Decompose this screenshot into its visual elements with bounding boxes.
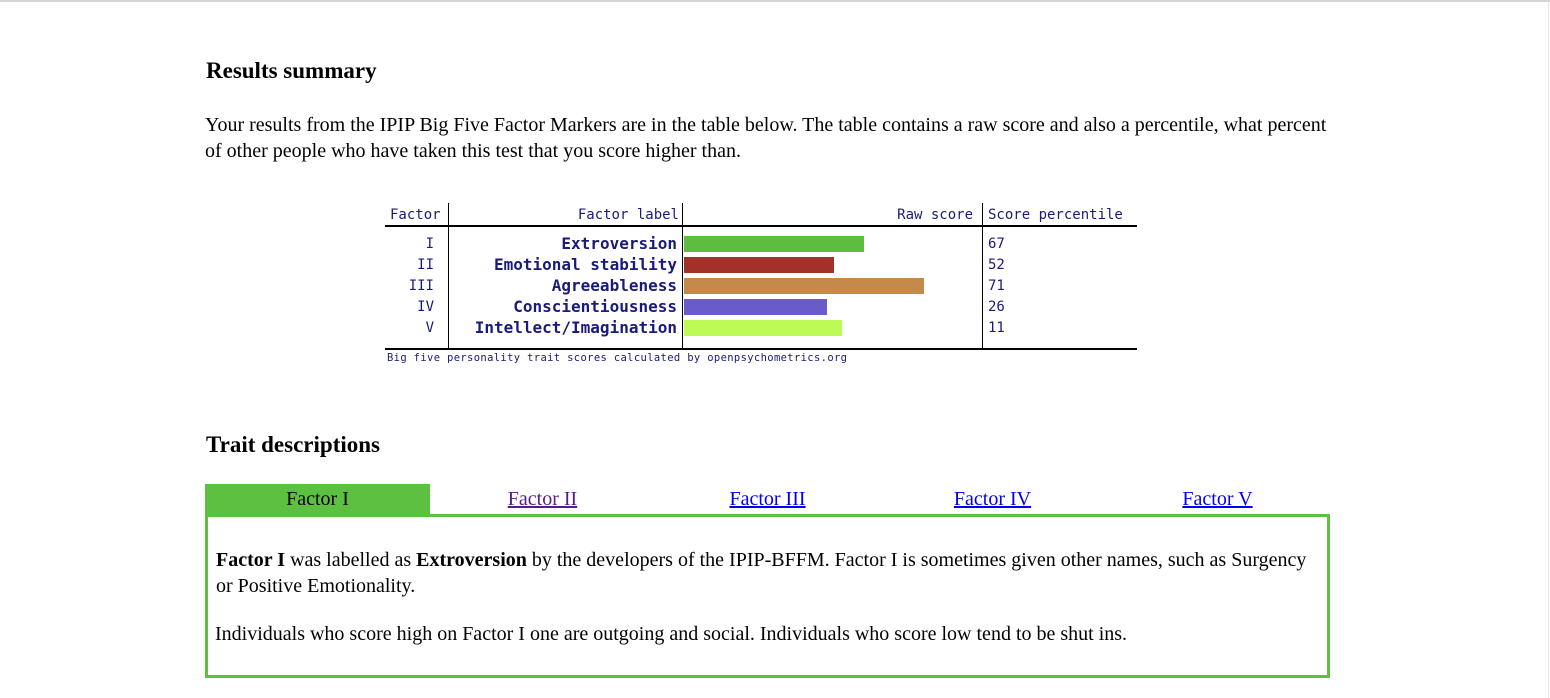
trait-descriptions-heading: Trait descriptions [206,432,380,457]
tab-link[interactable]: Factor II [507,488,578,510]
column-divider [982,203,983,349]
raw-score-bar [684,236,864,252]
tab-factor-v[interactable]: Factor V [1105,484,1330,514]
row-percentile: 67 [988,236,1005,252]
tab-factor-iii[interactable]: Factor III [655,484,880,514]
raw-score-bar [684,257,834,273]
header-score-percentile: Score percentile [988,207,1123,223]
text-fragment: was labelled as [285,549,417,571]
raw-score-bar [684,299,827,315]
score-table: Factor Factor label Raw score Score perc… [385,203,1137,373]
row-factor-numeral: V [425,320,434,336]
tab-link[interactable]: Factor III [729,488,806,510]
row-factor-label: Conscientiousness [513,297,677,316]
row-percentile: 26 [988,299,1005,315]
row-factor-numeral: I [425,236,434,252]
tab-factor-i[interactable]: Factor I [205,484,430,514]
text-fragment: by the developers of the IPIP-BFFM. Fact… [216,549,1307,597]
results-summary-heading: Results summary [206,58,377,83]
row-factor-label: Extroversion [561,234,677,253]
header-raw-score: Raw score [897,207,973,223]
results-intro-text: Your results from the IPIP Big Five Fact… [205,114,1327,162]
row-percentile: 71 [988,278,1005,294]
tab-link[interactable]: Factor V [1182,488,1253,510]
header-factor-label: Factor label [577,207,679,223]
row-factor-numeral: IV [417,299,434,315]
factor-name: Factor I [216,549,286,571]
raw-score-bar [684,320,842,336]
row-factor-label: Intellect/Imagination [474,318,677,337]
tab-factor-ii[interactable]: Factor II [430,484,655,514]
scrollbar-edge [1548,2,1549,698]
tab-label: Factor I [286,488,349,510]
trait-description-paragraph: Factor I was labelled as Extroversion by… [216,547,1311,599]
trait-description-panel: Factor I was labelled as Extroversion by… [205,514,1330,678]
row-factor-label: Agreeableness [551,276,677,295]
row-percentile: 52 [988,257,1005,273]
tab-link[interactable]: Factor IV [953,488,1032,510]
tab-factor-iv[interactable]: Factor IV [880,484,1105,514]
raw-score-bar [684,278,924,294]
footer-rule [385,348,1137,350]
header-rule [385,225,1137,227]
row-factor-numeral: II [417,257,434,273]
header-factor: Factor [390,207,441,223]
trait-name: Extroversion [416,549,527,571]
row-percentile: 11 [988,320,1005,336]
top-border [0,0,1550,2]
column-divider [682,203,683,349]
trait-score-interpretation: Individuals who score high on Factor I o… [215,623,1128,645]
row-factor-label: Emotional stability [493,255,677,274]
column-divider [448,203,449,349]
score-table-caption: Big five personality trait scores calcul… [387,352,848,364]
row-factor-numeral: III [408,278,434,294]
